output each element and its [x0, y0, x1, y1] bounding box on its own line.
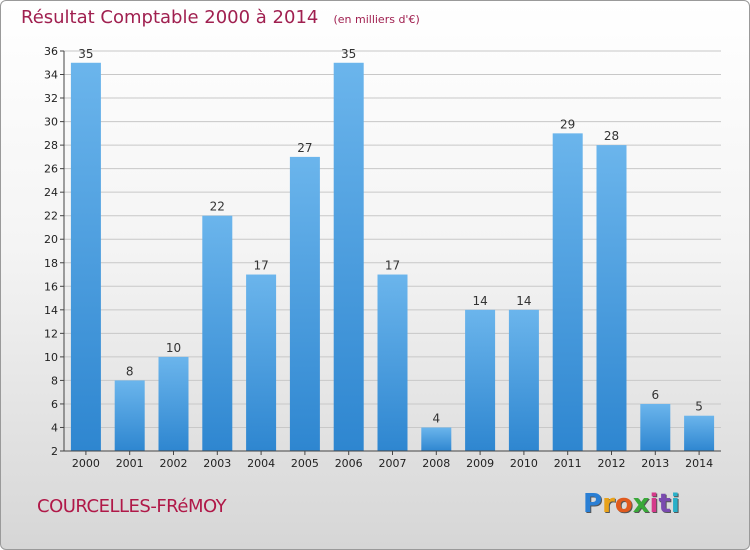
- x-tick-label-2006: 2006: [335, 457, 363, 470]
- y-tick-label: 32: [44, 92, 58, 105]
- logo-letter: t: [658, 489, 671, 519]
- bars: [70, 62, 715, 451]
- chart-title: Résultat Comptable 2000 à 2014: [21, 7, 319, 28]
- y-tick-label: 12: [44, 327, 58, 340]
- y-tick-label: 28: [44, 139, 58, 152]
- axes: [60, 50, 721, 455]
- bar-2012: [596, 145, 627, 451]
- bar-2001: [114, 380, 145, 451]
- proxiti-logo[interactable]: Proxiti: [583, 489, 680, 519]
- value-label-2012: 28: [604, 129, 619, 143]
- logo-letter: P: [583, 489, 603, 519]
- x-tick-label-2009: 2009: [466, 457, 494, 470]
- y-tick-label: 36: [44, 45, 58, 58]
- bar-2009: [465, 309, 496, 451]
- value-label-2004: 17: [253, 259, 268, 273]
- bar-2002: [158, 356, 189, 451]
- bar-2003: [202, 215, 233, 451]
- x-tick-label-2001: 2001: [116, 457, 144, 470]
- logo-letter: r: [602, 489, 615, 519]
- y-tick-label: 22: [44, 210, 58, 223]
- value-label-2000: 35: [78, 47, 93, 61]
- y-tick-label: 16: [44, 280, 58, 293]
- logo-letter: o: [614, 489, 633, 519]
- x-tick-label-2014: 2014: [685, 457, 713, 470]
- bar-2007: [377, 274, 408, 451]
- y-tick-label: 34: [44, 69, 58, 82]
- bar-2000: [70, 62, 101, 451]
- value-label-2010: 14: [516, 294, 531, 308]
- x-tick-label-2013: 2013: [641, 457, 669, 470]
- logo-letter: i: [670, 489, 680, 519]
- x-tick-label-2007: 2007: [379, 457, 407, 470]
- value-label-2007: 17: [385, 259, 400, 273]
- x-tick-label-2010: 2010: [510, 457, 538, 470]
- value-label-2013: 6: [651, 388, 659, 402]
- value-label-2006: 35: [341, 47, 356, 61]
- x-tick-label-2011: 2011: [554, 457, 582, 470]
- x-tick-label-2004: 2004: [247, 457, 275, 470]
- y-tick-label: 4: [51, 421, 58, 434]
- bar-2008: [421, 427, 452, 451]
- y-tick-label: 6: [51, 398, 58, 411]
- value-label-2014: 5: [695, 400, 703, 414]
- y-tick-label: 10: [44, 351, 58, 364]
- chart-unit: (en milliers d'€): [333, 13, 420, 26]
- y-tick-label: 30: [44, 116, 58, 129]
- x-tick-label-2002: 2002: [160, 457, 188, 470]
- value-label-2011: 29: [560, 117, 575, 131]
- value-label-2003: 22: [210, 200, 225, 214]
- logo-letter: x: [632, 489, 650, 519]
- bar-2006: [333, 62, 364, 451]
- value-label-2005: 27: [297, 141, 312, 155]
- x-tick-label-2008: 2008: [422, 457, 450, 470]
- y-tick-label: 24: [44, 186, 58, 199]
- bar-2005: [289, 156, 320, 451]
- value-label-2001: 8: [126, 364, 134, 378]
- town-name: COURCELLES-FRéMOY: [37, 496, 227, 517]
- x-tick-label-2003: 2003: [203, 457, 231, 470]
- logo-letter: i: [649, 489, 659, 519]
- bar-2010: [508, 309, 539, 451]
- value-label-2009: 14: [472, 294, 487, 308]
- value-label-2008: 4: [432, 411, 440, 425]
- y-tick-label: 14: [44, 304, 58, 317]
- bar-2013: [640, 403, 671, 451]
- value-label-2002: 10: [166, 341, 181, 355]
- y-tick-label: 2: [51, 445, 58, 458]
- bar-2011: [552, 133, 583, 451]
- y-tick-label: 8: [51, 374, 58, 387]
- y-tick-label: 26: [44, 163, 58, 176]
- bar-2014: [684, 415, 715, 451]
- chart-title-block: Résultat Comptable 2000 à 2014 (en milli…: [21, 7, 420, 28]
- y-tick-label: 18: [44, 257, 58, 270]
- y-tick-label: 20: [44, 233, 58, 246]
- x-tick-label-2012: 2012: [598, 457, 626, 470]
- x-tick-label-2000: 2000: [72, 457, 100, 470]
- bar-2004: [246, 274, 277, 451]
- x-tick-label-2005: 2005: [291, 457, 319, 470]
